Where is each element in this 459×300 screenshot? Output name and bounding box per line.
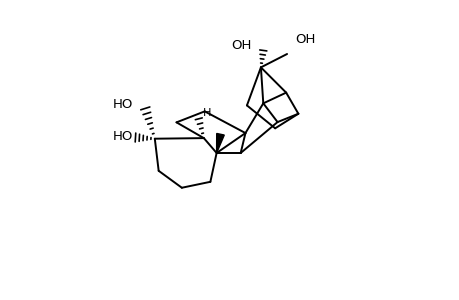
Polygon shape: [216, 134, 224, 153]
Text: HO: HO: [113, 130, 133, 143]
Text: H: H: [202, 108, 211, 118]
Text: OH: OH: [230, 39, 251, 52]
Text: OH: OH: [294, 33, 314, 46]
Text: HO: HO: [113, 98, 133, 111]
